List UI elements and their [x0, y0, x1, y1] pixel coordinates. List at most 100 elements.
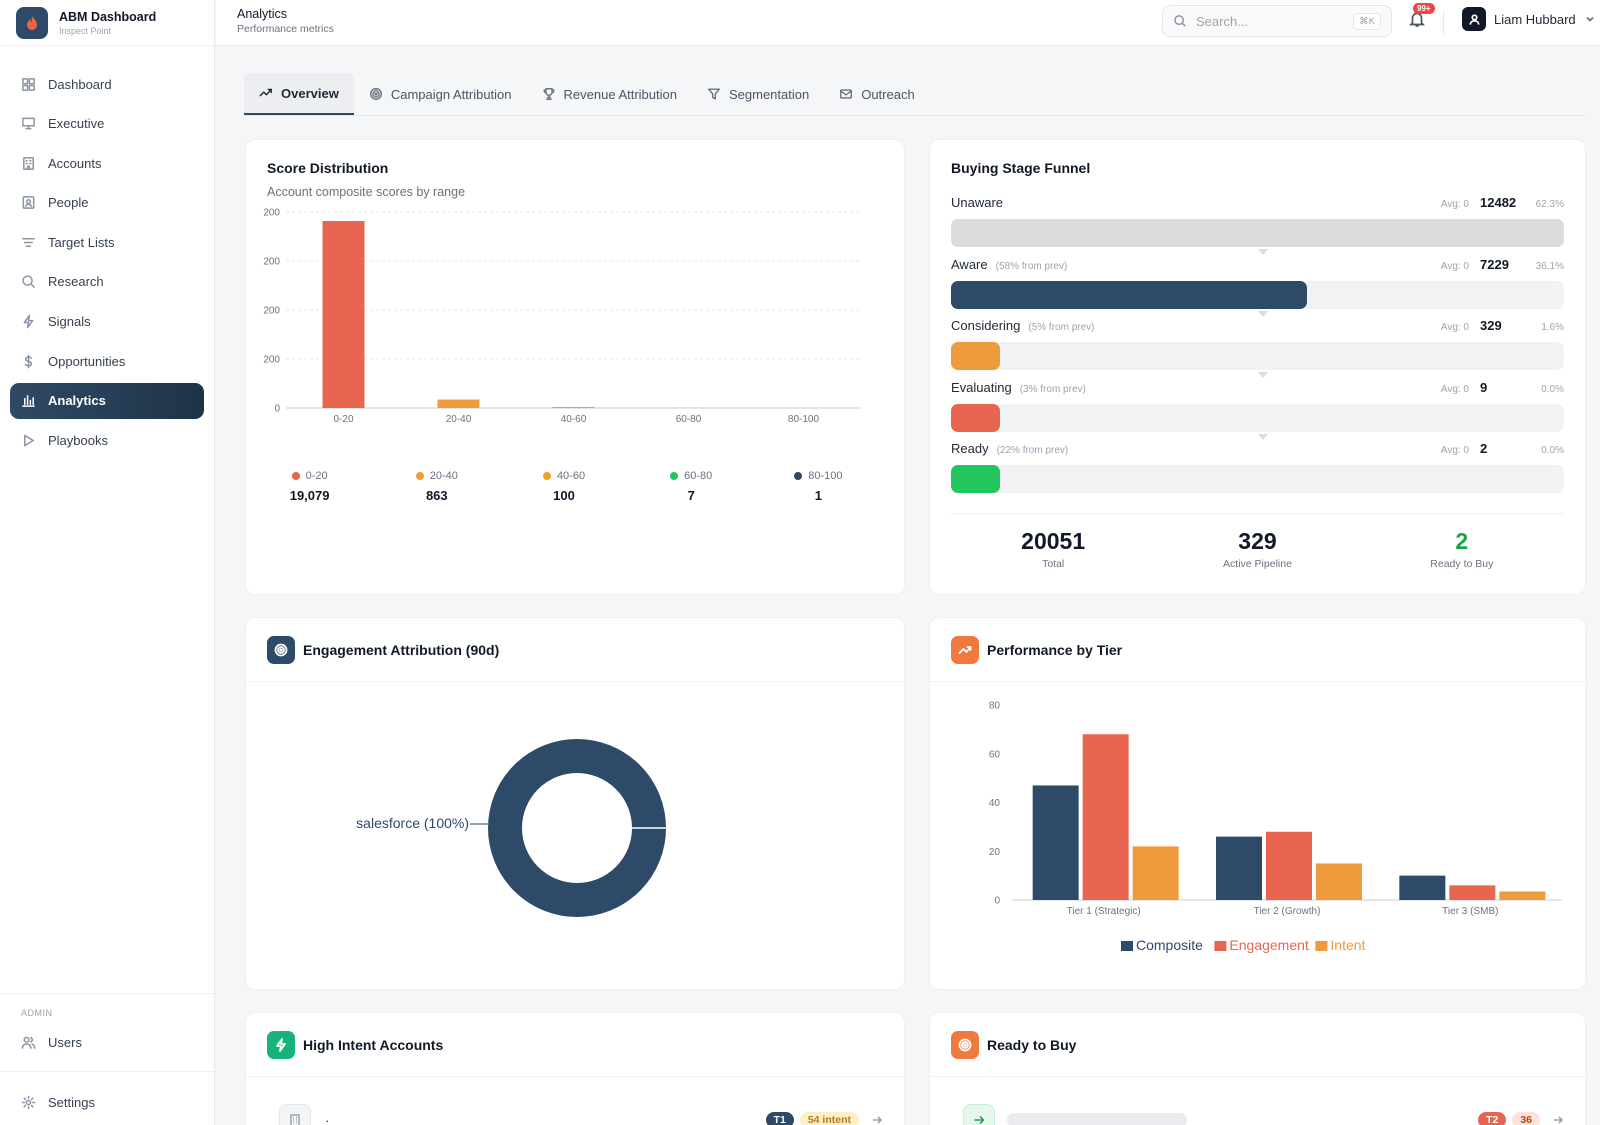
sidebar: ABM Dashboard Inspect Point Dashboard Exe… — [0, 0, 215, 1125]
bar-intent — [1499, 891, 1546, 900]
funnel-stage-evaluating: Evaluating (3% from prev) Avg: 0 9 0.0% — [951, 379, 1564, 440]
sidebar-item-label: Target Lists — [48, 234, 115, 250]
chevron-down-icon — [1586, 16, 1594, 22]
list-item[interactable]: · T1 54 intent — [279, 1104, 883, 1125]
notifications-button[interactable]: 99+ — [1408, 3, 1435, 34]
performance-by-tier-card: Performance by Tier 0 20 40 60 80 Tier 1 (Str… — [929, 617, 1586, 990]
tab-revenue-attribution[interactable]: Revenue Attribution — [527, 73, 692, 115]
stage-bar-track — [951, 465, 1564, 493]
tab-campaign-attribution[interactable]: Campaign Attribution — [354, 73, 527, 115]
stage-avg: Avg: 0 — [1440, 322, 1469, 333]
tab-overview[interactable]: Overview — [244, 73, 354, 115]
avatar — [1462, 7, 1486, 31]
stage-percent: 1.6% — [1541, 322, 1564, 333]
stage-count: 9 — [1480, 379, 1488, 395]
stage-name: Ready — [951, 441, 989, 456]
admin-section: ADMIN Users — [0, 993, 214, 1064]
funnel-stage-aware: Aware (58% from prev) Avg: 0 7229 36.1% — [951, 256, 1564, 317]
sidebar-item-label: Analytics — [48, 393, 106, 409]
stage-count: 2 — [1480, 441, 1488, 456]
sidebar-item-signals[interactable]: Signals — [10, 304, 204, 340]
legend-value: 1 — [814, 488, 823, 503]
legend-value: 100 — [553, 488, 575, 503]
stage-arrow — [1257, 249, 1268, 255]
arrow-right-icon[interactable] — [1552, 1114, 1564, 1125]
sidebar-item-people[interactable]: People — [10, 185, 204, 221]
stage-name: Aware — [951, 256, 988, 272]
y-tick-label: 40 — [989, 798, 1001, 809]
bar-engagement — [1449, 885, 1496, 900]
stage-bar-track — [951, 280, 1564, 317]
admin-label: ADMIN — [21, 1008, 53, 1018]
engagement-donut-chart: salesforce (100%) — [356, 739, 666, 917]
sidebar-item-analytics[interactable]: Analytics — [10, 382, 204, 419]
brand[interactable]: ABM Dashboard Inspect Point — [0, 0, 214, 46]
legend-label: 80-100 — [808, 470, 843, 482]
header-divider — [1443, 10, 1444, 34]
sidebar-item-playbooks[interactable]: Playbooks — [10, 422, 204, 458]
list-item[interactable]: T2 36 — [963, 1104, 1564, 1125]
bell-icon — [1408, 12, 1426, 27]
sidebar-item-label: Users — [48, 1034, 82, 1050]
bar-intent — [1316, 863, 1362, 900]
x-tick-label: 80-100 — [788, 414, 820, 425]
x-tick-label: 60-80 — [676, 414, 702, 425]
bar — [437, 399, 480, 408]
bar-composite — [1399, 875, 1446, 900]
sidebar-item-accounts[interactable]: Accounts — [10, 145, 204, 181]
sidebar-item-users[interactable]: Users — [10, 1024, 204, 1060]
funnel-stage-unaware: Unaware Avg: 0 12482 62.3% — [951, 195, 1564, 255]
tab-outreach[interactable]: Outreach — [824, 73, 929, 115]
intent-badge: 54 intent — [799, 1112, 859, 1125]
search-input[interactable]: Search... ⌘K — [1162, 5, 1392, 37]
tier-badge: T1 — [765, 1112, 794, 1125]
sidebar-item-settings[interactable]: Settings — [10, 1084, 204, 1120]
legend-value: 7 — [687, 488, 695, 503]
stage-bar-fill — [951, 465, 1001, 493]
stage-name: Considering — [951, 318, 1021, 333]
x-tick-label: Tier 2 (Growth) — [1254, 906, 1321, 917]
grid-icon — [22, 77, 35, 91]
stage-conversion: (5% from prev) — [1028, 322, 1095, 333]
building-icon — [23, 156, 34, 170]
stat-label: Total — [1042, 558, 1065, 570]
legend-dot — [291, 472, 300, 480]
card-title: Score Distribution — [267, 160, 389, 176]
sidebar-item-research[interactable]: Research — [10, 264, 204, 300]
score-badge: 36 — [1512, 1112, 1540, 1125]
stage-bar-track — [951, 403, 1564, 440]
score-legend: 0-20 19,079 20-40 863 40-60 100 60-80 7 80-100 1 — [246, 470, 904, 503]
legend-item: 40-60 100 — [500, 470, 627, 503]
stage-conversion: (58% from prev) — [995, 260, 1068, 272]
sidebar-item-opportunities[interactable]: Opportunities — [10, 343, 204, 379]
sidebar-item-executive[interactable]: Executive — [10, 106, 204, 142]
arrow-right-icon — [963, 1104, 995, 1125]
legend-label: 0-20 — [305, 470, 328, 482]
funnel-stat: 20051 Total — [951, 528, 1155, 570]
x-tick-label: 20-40 — [446, 414, 472, 425]
sidebar-item-target-lists[interactable]: Target Lists — [10, 224, 204, 260]
user-menu[interactable]: Liam Hubbard — [1462, 7, 1595, 31]
legend-dot — [542, 472, 551, 480]
y-tick-label: 200 — [263, 306, 280, 317]
tab-segmentation[interactable]: Segmentation — [692, 73, 824, 115]
y-tick-label: 20 — [989, 847, 1001, 858]
gear-icon — [21, 1095, 36, 1109]
target-icon — [267, 635, 295, 664]
sidebar-item-dashboard[interactable]: Dashboard — [10, 66, 204, 102]
tab-label: Revenue Attribution — [563, 86, 677, 102]
legend-item: 80-100 1 — [755, 470, 882, 503]
high-intent-accounts-card: High Intent Accounts · T1 54 intent — [245, 1012, 905, 1125]
arrow-right-icon[interactable] — [871, 1114, 883, 1125]
brand-subtitle: Inspect Point — [59, 25, 112, 36]
sidebar-nav: Dashboard Executive Accounts People Target L… — [0, 46, 214, 458]
legend-item: 20-40 863 — [373, 470, 500, 503]
sidebar-item-label: Opportunities — [48, 353, 126, 369]
flame-logo-icon — [16, 6, 48, 39]
sidebar-item-label: Dashboard — [48, 76, 112, 92]
stage-percent: 0.0% — [1541, 445, 1564, 456]
funnel-stat: 2 Ready to Buy — [1360, 528, 1564, 570]
tab-label: Outreach — [861, 86, 915, 102]
sidebar-item-label: Research — [48, 274, 104, 290]
funnel-stats: 20051 Total 329 Active Pipeline 2 Ready to Bu… — [951, 513, 1564, 570]
